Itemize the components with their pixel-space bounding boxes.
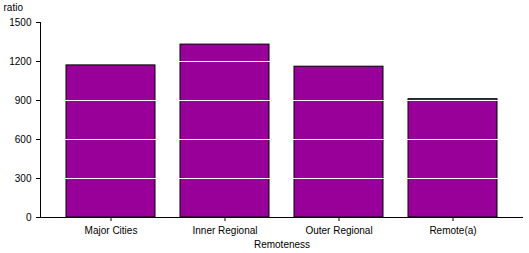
svg-text:Remote(a): Remote(a) — [429, 225, 476, 236]
svg-text:1200: 1200 — [9, 56, 32, 67]
svg-text:ratio: ratio — [4, 2, 24, 13]
svg-text:0: 0 — [26, 212, 32, 223]
svg-text:Major Cities: Major Cities — [85, 225, 138, 236]
svg-text:Remoteness: Remoteness — [254, 239, 310, 250]
svg-text:600: 600 — [15, 134, 32, 145]
svg-text:Inner Regional: Inner Regional — [192, 225, 257, 236]
svg-text:1500: 1500 — [9, 17, 32, 28]
svg-text:900: 900 — [15, 95, 32, 106]
svg-text:300: 300 — [15, 173, 32, 184]
svg-text:Outer Regional: Outer Regional — [305, 225, 372, 236]
